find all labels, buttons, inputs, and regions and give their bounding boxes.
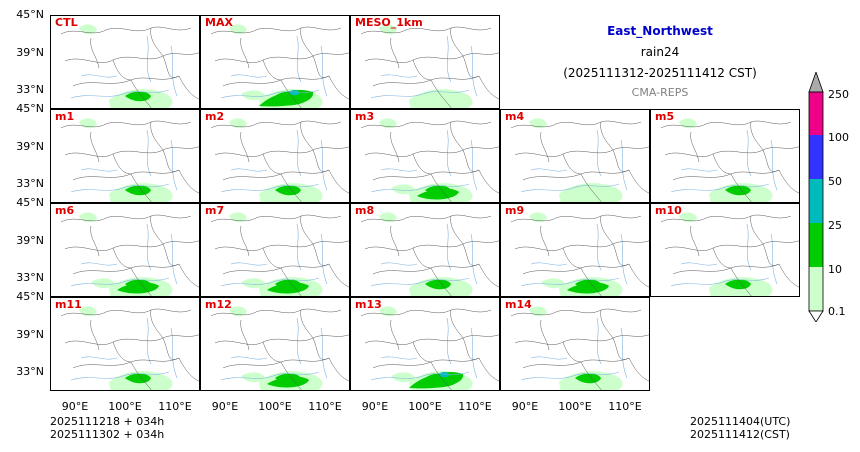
longitude-label: 110°E <box>308 400 342 413</box>
map-panel-m1: m1 <box>50 109 200 203</box>
longitude-label: 110°E <box>608 400 642 413</box>
longitude-label: 90°E <box>211 400 239 413</box>
panel-label: MAX <box>205 16 233 29</box>
panel-label: m4 <box>505 110 525 123</box>
panel-label: m10 <box>655 204 682 217</box>
panel-label: m6 <box>55 204 75 217</box>
latitude-label: 33°N <box>16 271 44 284</box>
period-title: (2025111312-2025111412 CST) <box>563 66 757 80</box>
longitude-label: 110°E <box>158 400 192 413</box>
panel-label: m3 <box>355 110 375 123</box>
map-panel-m3: m3 <box>350 109 500 203</box>
map-panel-max: MAX <box>200 15 350 109</box>
latitude-label: 33°N <box>16 83 44 96</box>
panel-label: m14 <box>505 298 532 311</box>
panel-label: m5 <box>655 110 675 123</box>
latitude-label: 45°N <box>16 102 44 115</box>
map-panel-m10: m10 <box>650 203 800 297</box>
panel-label: m11 <box>55 298 82 311</box>
colorbar-label-10: 10 <box>828 263 842 276</box>
map-panel-m12: m12 <box>200 297 350 391</box>
latitude-label: 45°N <box>16 290 44 303</box>
longitude-label: 90°E <box>61 400 89 413</box>
panel-label: CTL <box>55 16 78 29</box>
colorbar-bin-10-25 <box>809 223 823 267</box>
longitude-label: 90°E <box>361 400 389 413</box>
colorbar-bin-25-50 <box>809 179 823 223</box>
longitude-label: 100°E <box>408 400 442 413</box>
map-panel-meso-1km: MESO_1km <box>350 15 500 109</box>
colorbar-bin-100-250 <box>809 92 823 135</box>
panel-label: m9 <box>505 204 525 217</box>
region-title: East_Northwest <box>607 24 713 38</box>
panel-label: m7 <box>205 204 225 217</box>
map-panel-m2: m2 <box>200 109 350 203</box>
colorbar-label-0.1: 0.1 <box>828 305 846 318</box>
panel-label: m8 <box>355 204 375 217</box>
colorbar-bin-0.1-10 <box>809 267 823 311</box>
latitude-label: 39°N <box>16 140 44 153</box>
panel-label: MESO_1km <box>355 16 423 29</box>
colorbar-label-100: 100 <box>828 131 849 144</box>
map-panel-m9: m9 <box>500 203 650 297</box>
map-panel-ctl: CTL <box>50 15 200 109</box>
colorbar-label-50: 50 <box>828 175 842 188</box>
colorbar-over-arrow <box>808 72 824 93</box>
colorbar-label-25: 25 <box>828 219 842 232</box>
valid-time-utc: 2025111404(UTC) <box>690 415 791 428</box>
longitude-label: 90°E <box>511 400 539 413</box>
panel-label: m1 <box>55 110 75 123</box>
latitude-label: 33°N <box>16 177 44 190</box>
latitude-label: 39°N <box>16 46 44 59</box>
latitude-label: 39°N <box>16 234 44 247</box>
longitude-label: 100°E <box>108 400 142 413</box>
init-time-cst: 2025111302 + 034h <box>50 428 165 441</box>
map-panel-m14: m14 <box>500 297 650 391</box>
colorbar-under-arrow <box>808 310 824 322</box>
model-title: CMA-REPS <box>631 86 689 99</box>
valid-time-cst: 2025111412(CST) <box>690 428 790 441</box>
latitude-label: 45°N <box>16 8 44 21</box>
latitude-label: 33°N <box>16 365 44 378</box>
colorbar-bin-50-100 <box>809 135 823 179</box>
longitude-label: 100°E <box>258 400 292 413</box>
map-panel-m4: m4 <box>500 109 650 203</box>
map-panel-m13: m13 <box>350 297 500 391</box>
panel-label: m13 <box>355 298 382 311</box>
latitude-label: 39°N <box>16 328 44 341</box>
map-panel-m8: m8 <box>350 203 500 297</box>
panel-label: m2 <box>205 110 225 123</box>
map-panel-m6: m6 <box>50 203 200 297</box>
colorbar <box>808 72 824 322</box>
variable-title: rain24 <box>640 45 680 59</box>
map-panel-m5: m5 <box>650 109 800 203</box>
longitude-label: 110°E <box>458 400 492 413</box>
panel-label: m12 <box>205 298 232 311</box>
colorbar-label-250: 250 <box>828 88 849 101</box>
longitude-label: 100°E <box>558 400 592 413</box>
init-time-utc: 2025111218 + 034h <box>50 415 165 428</box>
map-panel-m11: m11 <box>50 297 200 391</box>
map-panel-m7: m7 <box>200 203 350 297</box>
latitude-label: 45°N <box>16 196 44 209</box>
